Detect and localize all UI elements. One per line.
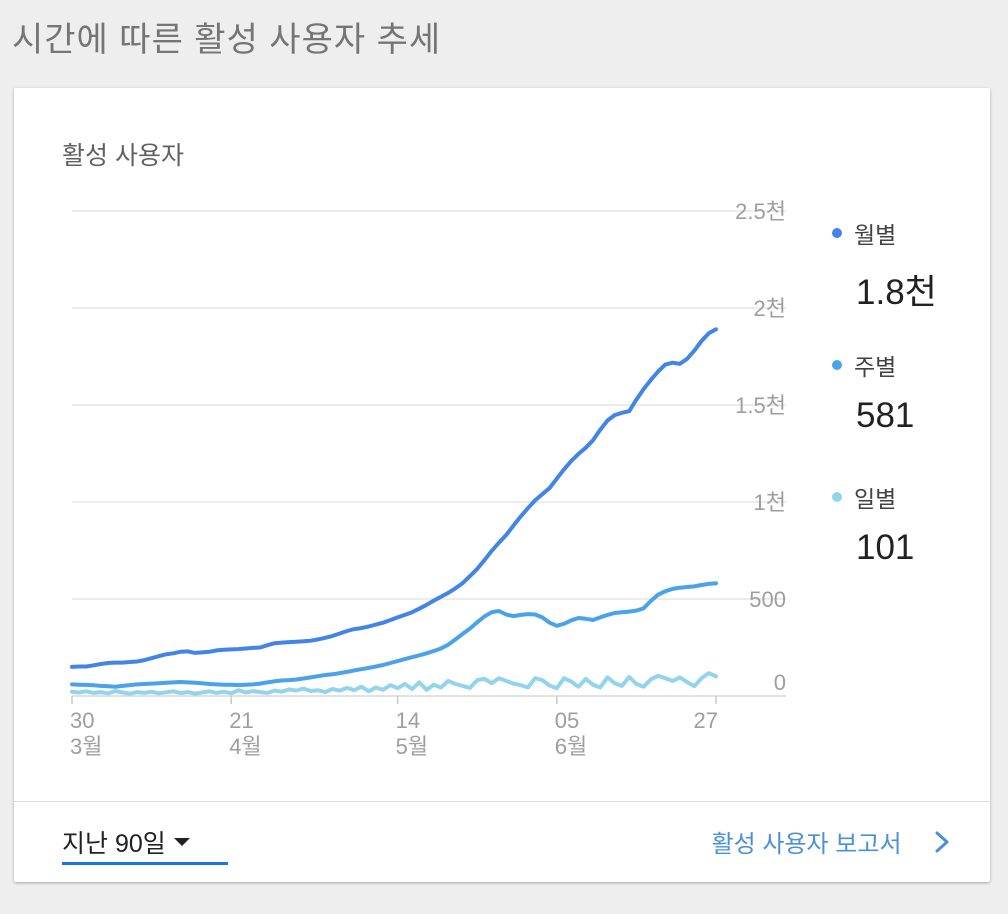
- active-users-report-link[interactable]: 활성 사용자 보고서: [712, 824, 950, 860]
- date-range-select[interactable]: 지난 90일: [62, 822, 228, 866]
- legend-value-daily: 101: [856, 528, 915, 567]
- x-tick-day-4: 27: [694, 708, 718, 733]
- x-tick-month-3: 6월: [555, 734, 587, 759]
- x-tick-month-1: 4월: [229, 734, 261, 759]
- series-line-monthly: [70, 327, 718, 669]
- x-tick-day-2: 14: [396, 708, 420, 733]
- active-users-card: 활성 사용자 0 500 1천 1.5천 2천 2.5천 30 3월 21 4월 14 5월 05 6월 2…: [14, 88, 990, 882]
- series-line-weekly: [70, 581, 718, 689]
- legend-value-monthly: 1.8천: [856, 273, 937, 312]
- y-tick-label-0: 0: [774, 670, 786, 695]
- date-range-label: 지난 90일: [62, 830, 166, 858]
- footer-divider: [14, 801, 990, 802]
- y-tick-label-4: 2천: [754, 296, 786, 321]
- y-tick-label-5: 2.5천: [735, 199, 786, 224]
- x-tick-month-0: 3월: [70, 734, 102, 759]
- legend-name-weekly: 주별: [854, 354, 897, 380]
- x-tick-month-2: 5월: [396, 734, 428, 759]
- chevron-right-icon: [935, 831, 949, 852]
- x-tick-day-3: 05: [555, 708, 579, 733]
- y-tick-label-1: 500: [749, 587, 786, 612]
- weekly-dot-icon: [832, 360, 842, 370]
- legend-value-weekly: 581: [856, 396, 915, 435]
- monthly-dot-icon: [832, 228, 842, 238]
- page-title: 시간에 따른 활성 사용자 추세: [12, 21, 442, 59]
- y-tick-label-3: 1.5천: [735, 393, 786, 418]
- y-tick-label-2: 1천: [754, 490, 786, 515]
- legend-name-monthly: 월별: [854, 222, 897, 248]
- card-title: 활성 사용자: [62, 142, 184, 170]
- date-range-underline: [62, 862, 228, 865]
- x-tick-day-1: 21: [229, 708, 253, 733]
- legend-name-daily: 일별: [854, 486, 897, 512]
- daily-dot-icon: [832, 492, 842, 502]
- report-link-label: 활성 사용자 보고서: [711, 831, 902, 858]
- x-tick-day-0: 30: [70, 708, 94, 733]
- caret-down-icon: [174, 838, 190, 846]
- series-line-daily: [70, 671, 718, 696]
